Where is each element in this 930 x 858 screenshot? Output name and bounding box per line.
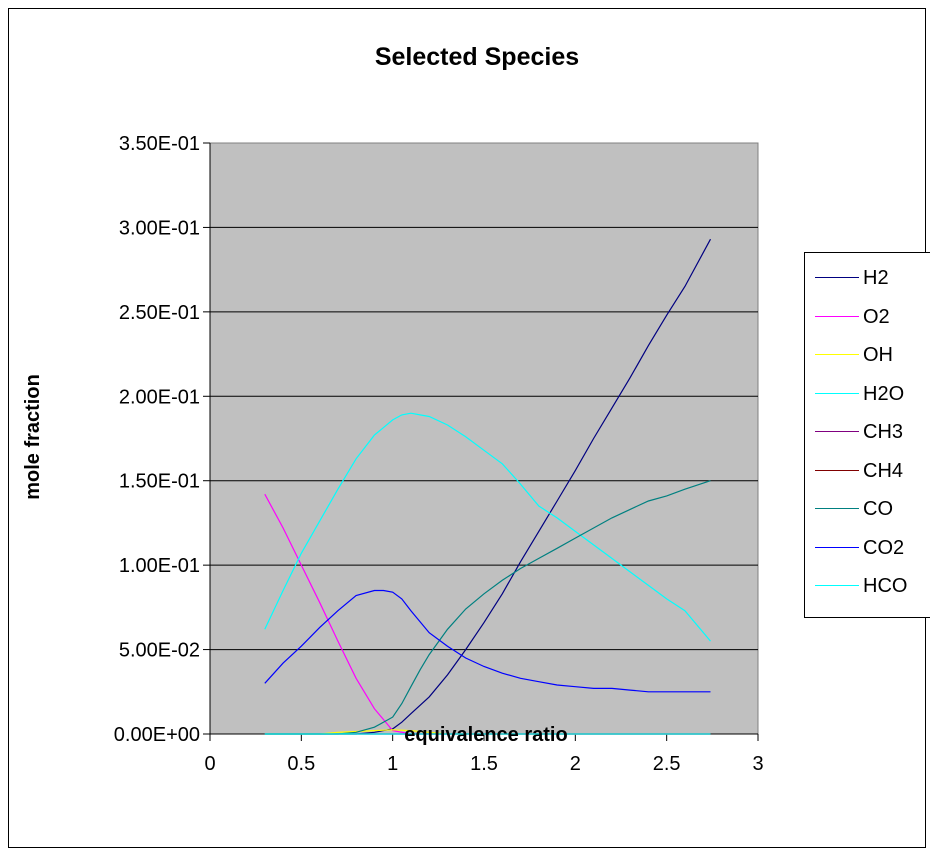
legend-label: CO2 xyxy=(863,536,905,559)
legend-swatch xyxy=(815,354,859,355)
y-tick-label: 1.00E-01 xyxy=(119,555,200,577)
x-tick-label: 0 xyxy=(204,753,215,775)
legend-label: CH4 xyxy=(863,459,904,482)
x-axis-label: equivalence ratio xyxy=(404,724,567,746)
legend-item-ch3: CH3 xyxy=(805,417,930,447)
legend-swatch xyxy=(815,469,859,471)
legend-swatch xyxy=(815,431,859,432)
y-tick-label: 2.50E-01 xyxy=(119,302,200,324)
legend-label: OH xyxy=(863,344,893,366)
legend-swatch xyxy=(815,315,859,317)
series-lines xyxy=(264,238,712,735)
legend-item-h2o: H2O xyxy=(805,379,930,409)
x-tick-label: 2.5 xyxy=(653,753,681,775)
legend-item-h2: H2 xyxy=(805,263,930,293)
legend-swatch xyxy=(815,546,859,548)
legend-item-o2: O2 xyxy=(805,302,930,332)
y-tick-label: 3.00E-01 xyxy=(119,217,200,239)
chart-title: Selected Species xyxy=(375,43,579,71)
y-tick-label: 2.00E-01 xyxy=(119,386,200,408)
legend-label: H2 xyxy=(863,267,889,289)
series-line-co xyxy=(264,480,711,735)
series-line-h2o xyxy=(264,412,711,642)
legend-label: HCO xyxy=(863,575,908,597)
y-tick-labels: 0.00E+00 5.00E-02 1.00E-01 1.50E-01 2.00E-01… xyxy=(114,133,200,746)
y-tick-label: 5.00E-02 xyxy=(119,640,200,662)
x-tick-label: 1.5 xyxy=(470,753,498,775)
plot-area xyxy=(209,142,759,735)
x-tick-label: 0.5 xyxy=(287,753,315,775)
legend-label: CH3 xyxy=(863,421,904,443)
legend: H2 O2 OH H2O CH3 CH4 CO CO2 HCO xyxy=(804,252,930,618)
legend-swatch xyxy=(815,585,859,586)
y-tick-label: 1.50E-01 xyxy=(119,471,200,493)
x-tick-label: 1 xyxy=(387,753,398,775)
series-line-co2 xyxy=(264,589,711,693)
y-axis-label: mole fraction xyxy=(22,374,44,500)
y-tick-label: 0.00E+00 xyxy=(114,724,200,746)
legend-swatch xyxy=(815,392,859,394)
legend-swatch xyxy=(815,508,859,509)
legend-item-ch4: CH4 xyxy=(805,456,930,486)
x-tick-label: 2 xyxy=(570,753,581,775)
legend-label: CO xyxy=(863,498,893,520)
x-tick-labels: 0 0.5 1 1.5 2 2.5 3 xyxy=(204,753,763,775)
legend-item-co: CO xyxy=(805,494,930,524)
legend-label: O2 xyxy=(863,305,890,328)
y-tick-label: 3.50E-01 xyxy=(119,133,200,155)
legend-item-hco: HCO xyxy=(805,571,930,601)
legend-swatch xyxy=(815,277,859,278)
x-tick-label: 3 xyxy=(752,753,763,775)
legend-item-co2: CO2 xyxy=(805,533,930,563)
legend-item-oh: OH xyxy=(805,340,930,370)
legend-label: H2O xyxy=(863,382,905,405)
